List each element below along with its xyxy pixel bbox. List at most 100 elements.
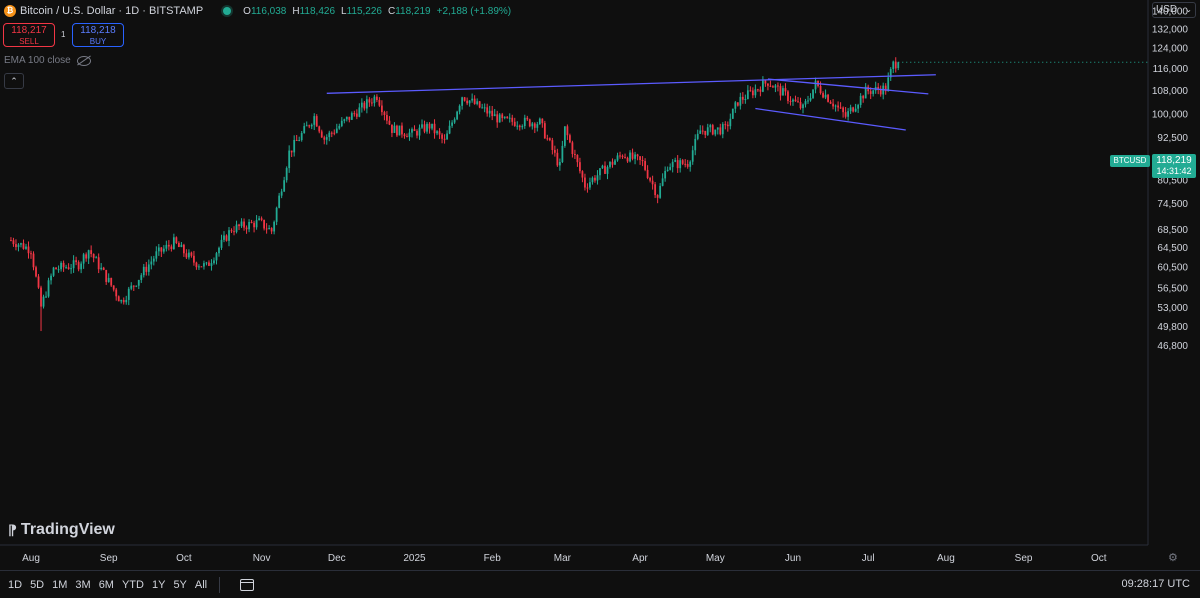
range-1d[interactable]: 1D bbox=[8, 578, 23, 591]
candle bbox=[684, 159, 687, 168]
candle bbox=[265, 223, 268, 234]
range-6m[interactable]: 6M bbox=[98, 578, 114, 591]
range-3m[interactable]: 3M bbox=[75, 578, 91, 591]
candle bbox=[298, 136, 301, 142]
candle bbox=[716, 127, 719, 135]
candle bbox=[205, 261, 208, 266]
candle bbox=[551, 137, 554, 155]
candle bbox=[772, 85, 774, 88]
candle bbox=[521, 124, 524, 130]
candle bbox=[792, 98, 794, 106]
candle bbox=[651, 175, 654, 190]
hidden-eye-icon[interactable] bbox=[76, 55, 91, 66]
time-tick-label: Jul bbox=[862, 553, 875, 564]
candle bbox=[784, 83, 787, 96]
candle bbox=[431, 123, 433, 131]
candle bbox=[674, 157, 677, 163]
candle bbox=[213, 257, 215, 265]
candle bbox=[558, 158, 561, 171]
candle bbox=[694, 134, 697, 156]
candle bbox=[604, 161, 606, 175]
candle bbox=[822, 91, 824, 99]
price-tick-label: 100,000 bbox=[1152, 109, 1189, 120]
range-ytd[interactable]: YTD bbox=[121, 578, 144, 591]
price-tick-label: 132,000 bbox=[1152, 25, 1189, 36]
range-all[interactable]: All bbox=[194, 578, 208, 591]
candle bbox=[656, 194, 659, 204]
sell-button[interactable]: 118,217 SELL bbox=[3, 23, 55, 47]
candle bbox=[581, 170, 584, 183]
candle bbox=[726, 121, 729, 132]
candle bbox=[506, 116, 509, 119]
candle bbox=[55, 267, 57, 270]
candle bbox=[461, 96, 464, 110]
candle bbox=[751, 87, 754, 99]
candle bbox=[90, 245, 93, 258]
candle bbox=[746, 85, 749, 100]
candle bbox=[245, 225, 248, 234]
candle bbox=[614, 158, 616, 165]
price-tick-label: 124,000 bbox=[1152, 44, 1189, 55]
candle bbox=[182, 243, 185, 257]
utc-clock[interactable]: 09:28:17 UTC bbox=[1121, 578, 1190, 590]
indicator-legend[interactable]: EMA 100 close bbox=[4, 55, 91, 66]
candle bbox=[185, 249, 188, 260]
candle bbox=[774, 83, 777, 93]
candle bbox=[175, 236, 178, 245]
go-to-date-calendar-icon[interactable] bbox=[240, 578, 255, 591]
candle bbox=[393, 122, 396, 134]
collapse-legend-button[interactable]: ⌃ bbox=[4, 73, 24, 89]
candle bbox=[761, 76, 764, 93]
close-value: 118,219 bbox=[395, 5, 431, 17]
candle bbox=[884, 83, 887, 95]
candle bbox=[210, 259, 213, 271]
candle bbox=[388, 116, 391, 126]
buy-button[interactable]: 118,218 BUY bbox=[72, 23, 124, 47]
candle bbox=[721, 122, 724, 139]
candle bbox=[52, 266, 55, 277]
candle bbox=[85, 252, 88, 262]
candle bbox=[686, 159, 689, 169]
range-5y[interactable]: 5Y bbox=[173, 578, 187, 591]
candle bbox=[463, 96, 466, 102]
candle bbox=[17, 243, 20, 252]
candle bbox=[621, 154, 624, 160]
candle bbox=[854, 103, 857, 113]
candle bbox=[508, 113, 511, 123]
symbol-title[interactable]: Bitcoin / U.S. Dollar · 1D · BITSTAMP bbox=[20, 5, 204, 17]
range-5d[interactable]: 5D bbox=[30, 578, 45, 591]
range-1m[interactable]: 1M bbox=[52, 578, 68, 591]
candle bbox=[666, 166, 669, 172]
market-status-icon bbox=[223, 7, 232, 15]
candle bbox=[270, 227, 273, 235]
symbol-price-label: BTCUSD bbox=[1110, 155, 1150, 167]
candle bbox=[714, 129, 717, 137]
candle bbox=[391, 124, 393, 138]
trendline-channel-upper bbox=[767, 78, 929, 95]
settings-gear-icon[interactable]: ⚙ bbox=[1168, 552, 1178, 564]
candle bbox=[639, 156, 641, 165]
candle bbox=[498, 112, 501, 123]
candle bbox=[734, 100, 737, 113]
candle bbox=[215, 251, 218, 265]
candle bbox=[190, 251, 193, 258]
candle bbox=[162, 245, 165, 254]
candle bbox=[250, 219, 253, 224]
candle bbox=[824, 89, 827, 100]
range-1y[interactable]: 1Y bbox=[151, 578, 166, 591]
candle bbox=[223, 231, 225, 243]
candle bbox=[35, 265, 37, 278]
currency-select[interactable]: USD ⌄ bbox=[1152, 2, 1196, 18]
candle bbox=[381, 100, 383, 116]
candle bbox=[756, 88, 759, 92]
candle bbox=[135, 285, 138, 288]
candle bbox=[696, 129, 699, 141]
tradingview-logo[interactable]: ⁋ TradingView bbox=[8, 521, 115, 539]
candle bbox=[869, 87, 872, 100]
candle bbox=[195, 261, 198, 270]
candle bbox=[268, 225, 271, 230]
candle bbox=[300, 130, 303, 142]
candle bbox=[355, 109, 358, 120]
